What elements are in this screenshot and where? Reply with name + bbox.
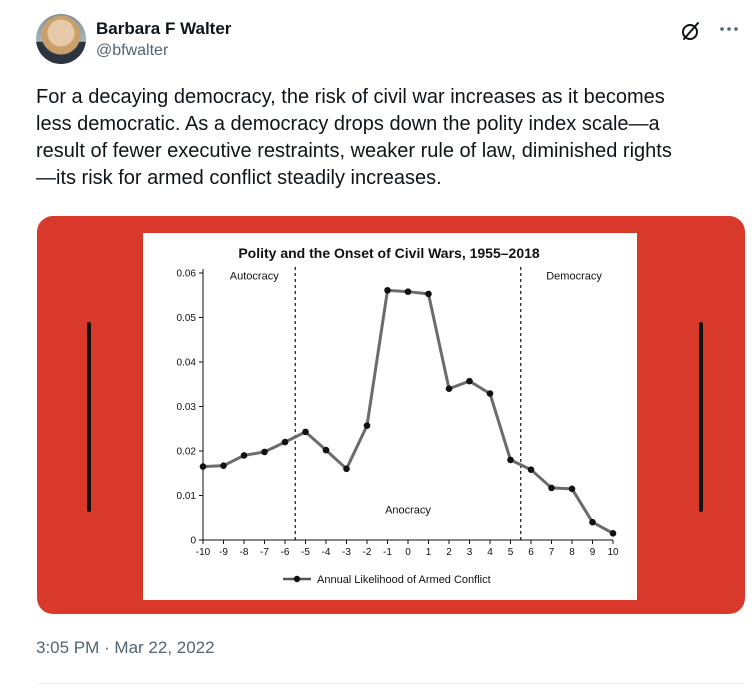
x-tick-label: -3 (342, 547, 351, 558)
x-tick-label: -4 (322, 547, 331, 558)
divider (36, 683, 744, 684)
x-tick-label: 3 (467, 547, 473, 558)
chart-axes: 00.010.020.030.040.050.06-10 -9 -8 -7 -6 -5 -4… (177, 269, 619, 559)
data-point (609, 530, 617, 537)
media-edge-bar-right (699, 322, 703, 512)
region-label: Autocracy (230, 271, 279, 283)
x-tick-label: 10 (607, 547, 619, 558)
x-tick-label: -6 (281, 547, 290, 558)
data-point (548, 484, 555, 492)
legend-label: Annual Likelihood of Armed Conflict (317, 574, 491, 586)
author-handle[interactable]: @bfwalter (96, 42, 169, 59)
x-tick-label: -7 (260, 547, 269, 558)
data-point (220, 462, 227, 469)
author-name[interactable]: Barbara F Walter (96, 19, 232, 38)
x-tick-label: -5 (301, 547, 310, 558)
tweet-text: For a decaying democracy, the risk of ci… (36, 86, 672, 189)
chart-region-labels: Autocracy Anocracy Democracy (230, 271, 603, 517)
y-tick-label: 0 (190, 536, 196, 547)
media-edge-bar-left (87, 322, 91, 512)
chart-series (199, 287, 617, 537)
y-tick-label: 0.01 (177, 491, 197, 502)
data-point (589, 518, 596, 526)
data-point (404, 288, 412, 295)
chart-dividers (294, 267, 522, 540)
x-tick-label: -1 (383, 547, 392, 558)
region-label: Democracy (546, 271, 602, 283)
tweet-timestamp[interactable]: 3:05 PM · Mar 22, 2022 (36, 638, 215, 657)
chart-title: Polity and the Onset of Civil Wars, 1955… (238, 245, 540, 261)
y-tick-label: 0.04 (177, 358, 197, 369)
data-point (343, 465, 350, 473)
data-point (363, 422, 371, 429)
x-tick-label: -9 (219, 547, 228, 558)
chart-image: Polity and the Onset of Civil Wars, 1955… (143, 233, 637, 600)
author-avatar[interactable] (36, 14, 86, 64)
x-tick-label: 0 (405, 547, 411, 558)
y-tick-label: 0.02 (177, 447, 197, 458)
grok-icon[interactable] (680, 20, 702, 42)
x-tick-label: 6 (528, 547, 534, 558)
x-tick-label: 8 (569, 547, 575, 558)
x-tick-label: 1 (426, 547, 432, 558)
x-tick-label: -10 (196, 547, 211, 558)
y-tick-label: 0.03 (177, 402, 197, 413)
x-tick-label: 5 (508, 547, 514, 558)
data-point (384, 287, 391, 294)
x-tick-label: -8 (240, 547, 249, 558)
more-options-icon[interactable] (716, 16, 742, 42)
data-point (199, 463, 207, 470)
tweet-header: Barbara F Walter @bfwalter (36, 14, 744, 68)
x-tick-label: 7 (549, 547, 555, 558)
data-point (527, 466, 535, 473)
chart-legend: Annual Likelihood of Armed Conflict (283, 574, 491, 586)
region-label: Anocracy (385, 504, 431, 516)
series-line (202, 288, 614, 535)
y-tick-label: 0.05 (177, 313, 197, 324)
x-tick-label: -2 (363, 547, 372, 558)
data-point (466, 377, 473, 385)
tweet-media[interactable]: Polity and the Onset of Civil Wars, 1955… (37, 216, 745, 614)
data-point (261, 448, 268, 456)
data-point (486, 390, 494, 397)
y-tick-label: 0.06 (177, 269, 197, 280)
x-tick-label: 9 (590, 547, 596, 558)
line-chart: Polity and the Onset of Civil Wars, 1955… (177, 245, 619, 586)
data-point (322, 446, 330, 454)
data-point (425, 290, 432, 298)
data-point (281, 438, 289, 446)
x-tick-label: 4 (487, 547, 493, 558)
data-point (302, 428, 309, 436)
data-point (445, 385, 453, 392)
data-point (568, 485, 576, 493)
data-point (240, 452, 248, 459)
data-point (507, 456, 514, 464)
x-tick-label: 2 (446, 547, 452, 558)
